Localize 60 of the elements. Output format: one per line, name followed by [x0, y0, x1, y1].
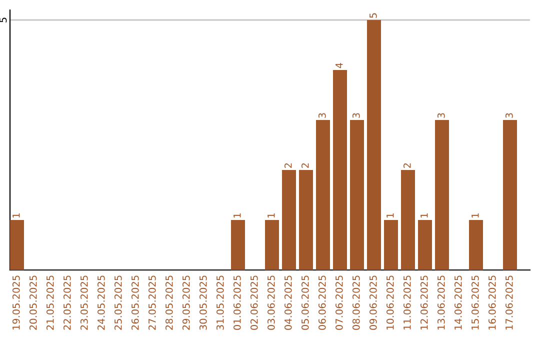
bar [265, 220, 279, 270]
x-tick-label: 02.06.2025 [250, 276, 258, 330]
bar [503, 120, 517, 270]
data-label: 3 [505, 113, 513, 118]
x-tick-label: 14.06.2025 [454, 276, 462, 330]
x-tick-label: 24.05.2025 [97, 276, 105, 330]
x-tick-label: 06.06.2025 [318, 276, 326, 330]
x-tick-label: 28.05.2025 [165, 276, 173, 330]
data-label: 3 [437, 113, 445, 118]
bar [384, 220, 398, 270]
bar [418, 220, 432, 270]
x-tick-label: 11.06.2025 [403, 276, 411, 330]
data-label: 1 [268, 213, 275, 218]
x-tick-label: 12.06.2025 [420, 276, 428, 330]
bar [316, 120, 330, 270]
data-label: 1 [472, 213, 479, 218]
x-tick-label: 03.06.2025 [267, 276, 275, 330]
data-label: 4 [336, 62, 343, 68]
x-tick-label: 13.06.2025 [437, 276, 445, 330]
x-tick-label: 27.05.2025 [148, 276, 156, 330]
x-tick-label: 20.05.2025 [29, 276, 37, 330]
x-tick-label: 05.06.2025 [301, 276, 309, 330]
bar [367, 20, 381, 270]
x-tick-label: 15.06.2025 [471, 276, 479, 330]
bar [435, 120, 449, 270]
data-label: 1 [234, 213, 241, 218]
x-tick-label: 21.05.2025 [46, 276, 54, 330]
x-tick-label: 04.06.2025 [284, 276, 292, 330]
bar [469, 220, 483, 270]
bar [10, 220, 24, 270]
x-tick-label: 09.06.2025 [369, 276, 377, 330]
bar [333, 70, 347, 270]
x-tick-label: 25.05.2025 [114, 276, 122, 330]
bar [299, 170, 313, 270]
bar [282, 170, 296, 270]
data-label: 1 [386, 213, 394, 218]
data-label: 2 [403, 163, 411, 168]
x-tick-label: 30.05.2025 [199, 276, 207, 330]
data-label: 5 [370, 13, 377, 18]
bar [231, 220, 245, 270]
x-tick-label: 22.05.2025 [63, 276, 71, 330]
x-tick-label: 08.06.2025 [352, 276, 360, 330]
data-label: 3 [352, 113, 360, 118]
x-tick-label: 17.06.2025 [505, 276, 513, 330]
data-label: 3 [318, 113, 326, 118]
bar [401, 170, 415, 270]
x-tick-label: 19.05.2025 [12, 276, 20, 330]
bar [350, 120, 364, 270]
x-tick-label: 16.06.2025 [488, 276, 496, 330]
x-tick-label: 31.05.2025 [216, 276, 224, 330]
data-label: 1 [420, 213, 428, 218]
x-tick-label: 01.06.2025 [233, 276, 241, 330]
x-tick-label: 29.05.2025 [182, 276, 190, 330]
x-tick-label: 07.06.2025 [335, 276, 343, 330]
x-tick-label: 23.05.2025 [80, 276, 88, 330]
x-tick-label: 26.05.2025 [131, 276, 139, 330]
data-label: 1 [12, 213, 20, 218]
data-label: 2 [301, 163, 309, 168]
data-label: 2 [284, 163, 292, 168]
x-tick-label: 10.06.2025 [386, 276, 394, 330]
